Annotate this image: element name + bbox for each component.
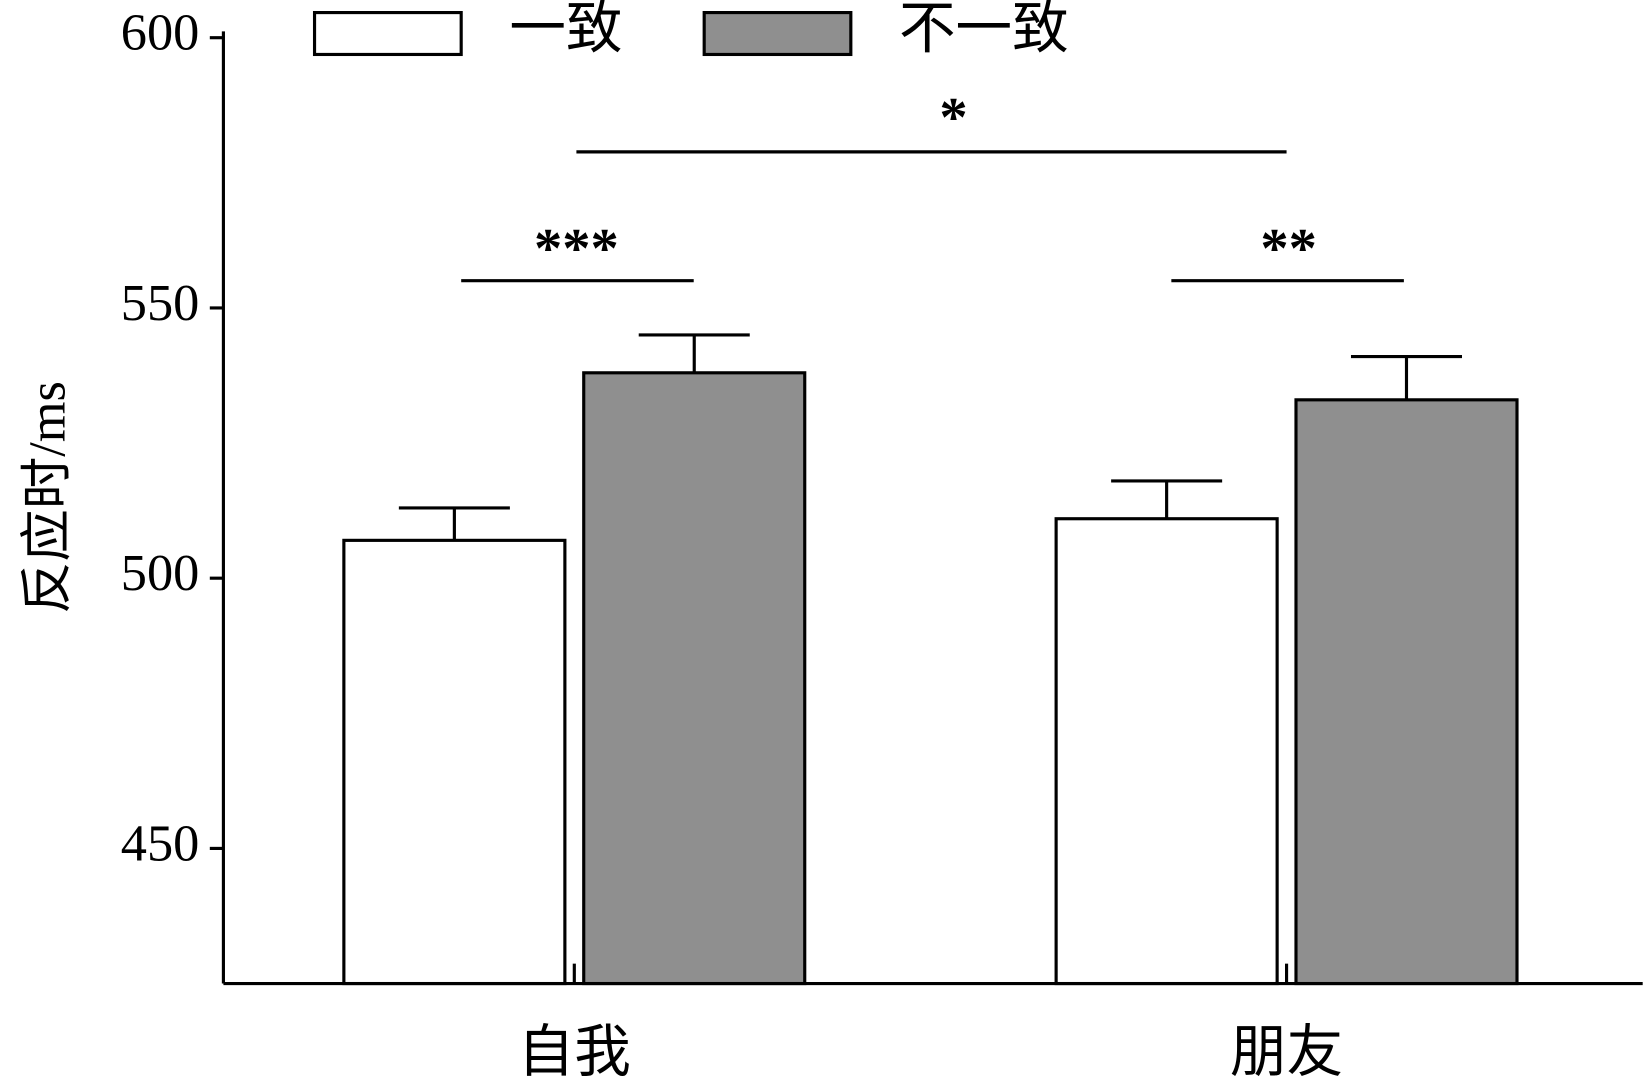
legend-swatch <box>702 10 853 57</box>
sig-label: * <box>939 87 967 149</box>
bar <box>582 371 807 986</box>
bar <box>342 538 567 986</box>
legend-swatch <box>312 10 463 57</box>
bar <box>1054 517 1279 986</box>
y-tick-label: 450 <box>121 814 200 872</box>
y-tick-label: 550 <box>121 274 200 332</box>
sig-label: ** <box>1260 218 1317 280</box>
legend-label: 不一致 <box>899 0 1069 61</box>
y-axis-label: 反应时/ms <box>19 381 77 614</box>
bar <box>1294 398 1519 986</box>
x-tick-label: 自我 <box>518 1022 631 1082</box>
x-tick-label: 朋友 <box>1230 1022 1343 1082</box>
y-tick-label: 600 <box>121 4 200 62</box>
legend-label: 一致 <box>509 0 622 61</box>
y-tick-label: 500 <box>121 544 200 602</box>
sig-label: *** <box>534 218 619 280</box>
